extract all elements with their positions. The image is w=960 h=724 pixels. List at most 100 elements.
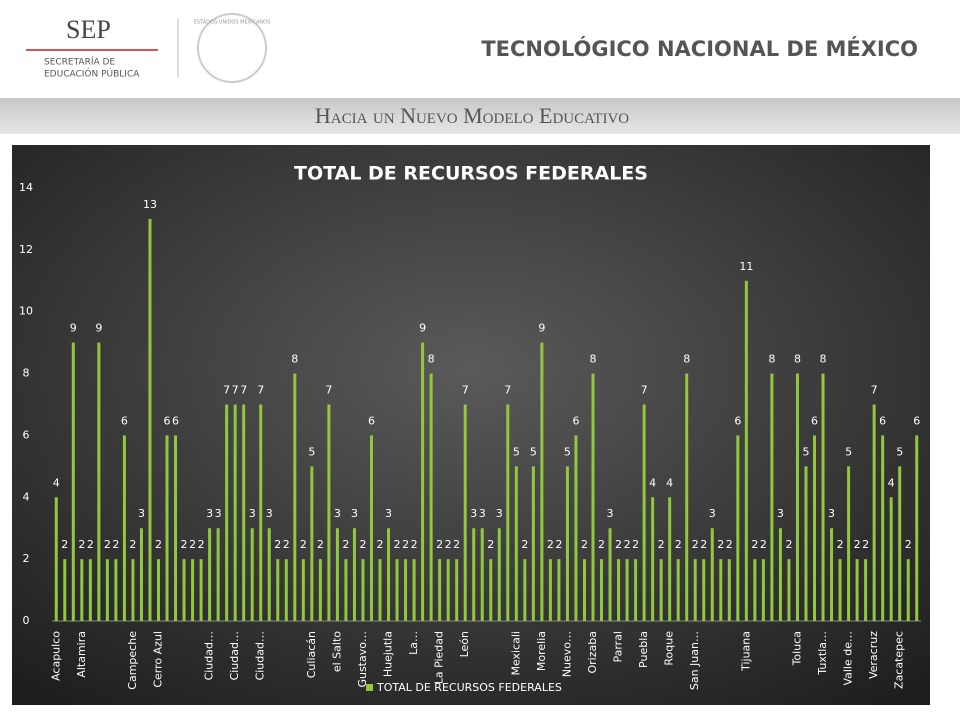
- data-label: 3: [385, 507, 392, 520]
- bar: [744, 280, 748, 621]
- x-tick-label: Veracruz: [867, 631, 880, 679]
- bar: [105, 559, 109, 621]
- x-tick-label: Gustavo…: [356, 631, 369, 688]
- bar: [80, 559, 84, 621]
- data-label: 7: [325, 384, 332, 397]
- data-label: 7: [504, 384, 511, 397]
- slogan: Hacia un Nuevo Modelo Educativo: [315, 103, 629, 128]
- bar: [778, 528, 782, 621]
- bar: [284, 559, 288, 621]
- data-label: 2: [112, 538, 119, 551]
- data-label: 3: [607, 507, 614, 520]
- data-label: 2: [61, 538, 68, 551]
- bar: [676, 559, 680, 621]
- data-label: 2: [905, 538, 912, 551]
- data-label: 7: [871, 384, 878, 397]
- bar: [369, 435, 373, 621]
- bar: [582, 559, 586, 621]
- bar: [191, 559, 195, 621]
- data-label: 6: [164, 414, 171, 427]
- bar: [114, 559, 118, 621]
- data-label: 3: [215, 507, 222, 520]
- data-label: 6: [734, 414, 741, 427]
- bar: [429, 373, 433, 621]
- logo-line: EDUCACIÓN PÚBLICA: [44, 68, 140, 80]
- data-label: 2: [436, 538, 443, 551]
- bar: [574, 435, 578, 621]
- data-label: 2: [658, 538, 665, 551]
- data-label: 2: [751, 538, 758, 551]
- data-label: 5: [530, 445, 537, 458]
- data-label: 5: [896, 445, 903, 458]
- data-label: 2: [445, 538, 452, 551]
- bar: [693, 559, 697, 621]
- x-tick-label: Toluca: [790, 631, 803, 666]
- data-label: 3: [709, 507, 716, 520]
- bar: [242, 404, 246, 621]
- bar: [225, 404, 229, 621]
- bar: [148, 218, 152, 621]
- data-label: 5: [513, 445, 520, 458]
- data-label: 8: [768, 353, 775, 366]
- data-label: 8: [820, 353, 827, 366]
- data-label: 3: [470, 507, 477, 520]
- x-tick-label: Tuxtla…: [816, 631, 829, 676]
- data-label: 2: [181, 538, 188, 551]
- data-label: 2: [402, 538, 409, 551]
- bar: [668, 497, 672, 621]
- bar: [617, 559, 621, 621]
- data-label: 3: [206, 507, 213, 520]
- bar: [906, 559, 910, 621]
- x-tick-label: Ciudad…: [228, 631, 241, 680]
- bar: [531, 466, 535, 621]
- data-label: 2: [700, 538, 707, 551]
- data-label: 6: [572, 414, 579, 427]
- bar: [557, 559, 561, 621]
- bar: [719, 559, 723, 621]
- data-label: 2: [862, 538, 869, 551]
- data-label: 3: [777, 507, 784, 520]
- data-label: 4: [888, 476, 895, 489]
- legend-swatch: [366, 684, 373, 691]
- x-tick-label: Valle de…: [842, 631, 855, 686]
- bar: [301, 559, 305, 621]
- slogan-band: [0, 98, 960, 134]
- logo: SEP: [66, 15, 111, 44]
- bar: [472, 528, 476, 621]
- bar: [182, 559, 186, 621]
- x-tick-label: Zacatepec: [893, 631, 906, 689]
- bar: [727, 559, 731, 621]
- data-label: 5: [564, 445, 571, 458]
- emblem-text: ESTADOS UNIDOS MEXICANOS: [194, 20, 271, 26]
- bar: [761, 559, 765, 621]
- bar: [770, 373, 774, 621]
- x-tick-label: Orizaba: [586, 631, 599, 673]
- chart-title: TOTAL DE RECURSOS FEDERALES: [294, 163, 648, 185]
- bar: [685, 373, 689, 621]
- bar: [293, 373, 297, 621]
- x-tick-label: Ciudad…: [203, 631, 216, 680]
- x-tick-label: Campeche: [126, 631, 139, 690]
- data-label: 8: [683, 353, 690, 366]
- x-tick-label: Morelia: [535, 631, 548, 671]
- bar: [736, 435, 740, 621]
- x-tick-label: Nuevo…: [560, 631, 573, 677]
- x-tick-label: Cerro Azul: [151, 631, 164, 688]
- bar: [497, 528, 501, 621]
- bar: [489, 559, 493, 621]
- x-tick-label: La Piedad: [433, 631, 446, 684]
- data-label: 3: [249, 507, 256, 520]
- bar: [259, 404, 263, 621]
- bar: [881, 435, 885, 621]
- bar: [821, 373, 825, 621]
- bar: [608, 528, 612, 621]
- bar: [872, 404, 876, 621]
- bar: [455, 559, 459, 621]
- bar: [208, 528, 212, 621]
- bar: [898, 466, 902, 621]
- bar: [97, 342, 101, 621]
- x-tick-label: Acapulco: [49, 631, 62, 681]
- y-tick-label: 10: [19, 305, 33, 318]
- bar: [710, 528, 714, 621]
